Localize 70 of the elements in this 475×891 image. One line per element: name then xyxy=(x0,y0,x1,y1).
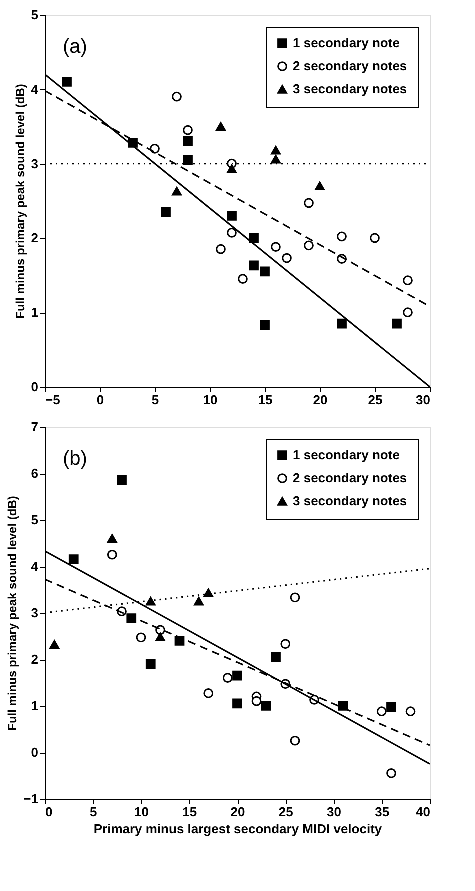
point xyxy=(50,640,60,649)
point xyxy=(136,632,146,643)
point xyxy=(252,696,262,706)
legend-label: 2 secondary notes xyxy=(293,58,408,74)
point xyxy=(146,659,156,670)
y-tick-label: 7 xyxy=(31,420,38,434)
point xyxy=(117,476,127,486)
legend-label: 2 secondary notes xyxy=(293,470,408,486)
y-tick-label: 3 xyxy=(31,606,38,620)
y-tick-label: 5 xyxy=(31,8,38,22)
x-axis-title: Primary minus largest secondary MIDI velocity xyxy=(94,822,383,836)
x-tick-label: 15 xyxy=(182,804,198,820)
x-tick-label: 40 xyxy=(416,804,430,820)
x-tick-label: 35 xyxy=(375,804,390,820)
point xyxy=(290,736,300,746)
point xyxy=(156,632,166,642)
legend-label: 3 secondary notes xyxy=(293,82,408,96)
point xyxy=(146,597,156,606)
x-tick-label: 30 xyxy=(327,804,342,820)
point xyxy=(194,597,204,606)
x-tick-label: 5 xyxy=(152,392,160,408)
x-tick-label: −5 xyxy=(46,392,60,408)
y-tick-label: 0 xyxy=(31,745,38,760)
x-tick-label: 5 xyxy=(90,804,98,820)
y-tick-label: 1 xyxy=(31,698,38,714)
point xyxy=(280,639,291,650)
x-tick-label: 25 xyxy=(278,804,294,820)
point xyxy=(261,701,272,711)
x-tick-label: 30 xyxy=(416,392,430,408)
point xyxy=(107,534,118,543)
y-tick-label: 3 xyxy=(31,156,38,172)
point xyxy=(204,688,214,698)
x-tick-label: 0 xyxy=(96,392,104,408)
y-tick-label: 2 xyxy=(31,230,38,246)
y-tick-label: −1 xyxy=(24,792,38,806)
legend-label: 3 secondary notes xyxy=(293,494,408,508)
point xyxy=(338,701,348,711)
x-tick-label: 15 xyxy=(258,392,273,408)
x-tick-label: 0 xyxy=(46,804,53,820)
x-tick-label: 10 xyxy=(134,804,149,820)
x-tick-label: 20 xyxy=(230,804,246,820)
point xyxy=(386,768,396,778)
y-axis-title: Full minus primary peak sound level (dB) xyxy=(6,496,20,731)
x-tick-label: 25 xyxy=(368,392,383,408)
x-tick-label: 10 xyxy=(203,392,218,408)
point xyxy=(290,592,300,603)
point xyxy=(204,588,214,598)
y-tick-label: 5 xyxy=(31,512,38,528)
point xyxy=(406,706,416,717)
point xyxy=(376,706,387,717)
legend-label: 1 secondary note xyxy=(293,36,400,50)
y-tick-label: 1 xyxy=(31,305,38,320)
point xyxy=(386,702,396,712)
y-tick-label: 0 xyxy=(31,380,38,394)
y-tick-label: 4 xyxy=(31,82,40,97)
x-tick-label: 20 xyxy=(313,392,328,408)
y-tick-label: 2 xyxy=(31,652,38,667)
point xyxy=(232,698,242,709)
legend-label: 1 secondary note xyxy=(293,448,400,462)
point xyxy=(232,670,242,681)
y-tick-label: 4 xyxy=(31,559,40,574)
point xyxy=(222,673,233,684)
annotation: (a) xyxy=(63,36,88,58)
y-axis-title: Full minus primary peak sound level (dB) xyxy=(13,84,28,319)
point xyxy=(107,550,118,560)
point xyxy=(68,554,79,564)
point xyxy=(126,614,137,624)
y-tick-label: 6 xyxy=(31,466,38,481)
annotation: (b) xyxy=(63,448,88,470)
point xyxy=(271,652,281,662)
